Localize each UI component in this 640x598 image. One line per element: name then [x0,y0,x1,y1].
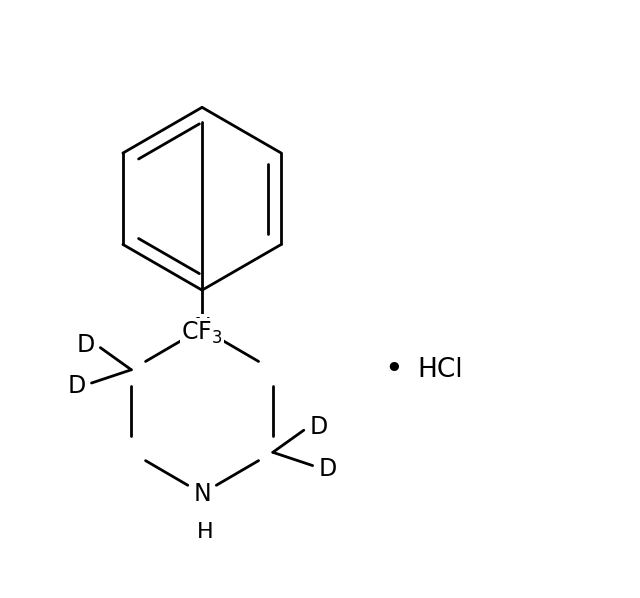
Text: D: D [319,456,337,481]
Text: CF$_3$: CF$_3$ [181,320,223,346]
Text: D: D [310,415,328,440]
Text: HCl: HCl [417,357,463,383]
Text: •: • [385,354,403,385]
Text: N: N [193,316,211,340]
Text: N: N [193,481,211,505]
Text: D: D [76,332,95,356]
Text: H: H [196,522,213,542]
Text: D: D [67,374,86,398]
